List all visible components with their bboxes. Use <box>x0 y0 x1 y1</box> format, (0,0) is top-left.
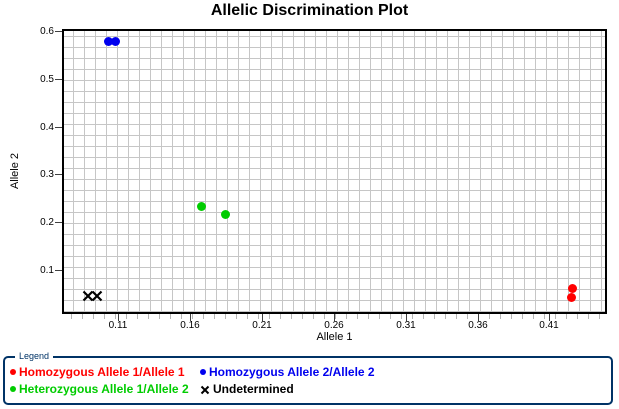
x-tick-label: 0.26 <box>324 320 344 331</box>
x-tick-label: 0.31 <box>396 320 416 331</box>
x-axis-major-tick <box>478 314 479 321</box>
x-axis-major-tick <box>549 314 550 321</box>
data-point[interactable] <box>196 202 206 212</box>
page-title: Allelic Discrimination Plot <box>210 2 409 19</box>
legend-x-marker-icon <box>200 384 210 395</box>
data-point[interactable] <box>566 293 576 303</box>
legend-item: Heterozygous Allele 1/Allele 2 <box>10 381 200 397</box>
y-axis-major-tick <box>55 174 62 175</box>
data-point[interactable] <box>103 36 113 46</box>
y-axis-major-tick <box>55 79 62 80</box>
legend-item: Homozygous Allele 1/Allele 1 <box>10 364 200 380</box>
data-point[interactable] <box>567 283 577 293</box>
y-tick-label: 0.4 <box>40 122 54 133</box>
x-tick-label: 0.21 <box>252 320 272 331</box>
x-axis-major-tick <box>262 314 263 321</box>
x-axis-title: Allele 1 <box>316 331 353 343</box>
y-tick-label: 0.2 <box>40 217 54 228</box>
x-tick-label: 0.41 <box>539 320 559 331</box>
legend-circle-marker-icon <box>10 369 16 375</box>
legend-items: Homozygous Allele 1/Allele 1 Homozygous A… <box>10 364 607 397</box>
data-point[interactable] <box>82 289 94 302</box>
x-tick-label: 0.36 <box>468 320 488 331</box>
legend-item: Undetermined <box>200 381 607 397</box>
y-tick-label: 0.3 <box>40 169 54 180</box>
x-axis-major-tick <box>406 314 407 321</box>
legend-title: Legend <box>15 351 54 362</box>
data-point[interactable] <box>110 37 120 47</box>
x-tick-label: 0.11 <box>108 320 128 331</box>
y-axis-major-tick <box>55 127 62 128</box>
data-point[interactable] <box>221 209 231 219</box>
y-tick-label: 0.6 <box>40 26 54 37</box>
y-axis-major-tick <box>55 222 62 223</box>
legend-box: Legend Homozygous Allele 1/Allele 1 Homoz… <box>3 351 613 405</box>
legend-item-label: Homozygous Allele 1/Allele 1 <box>19 365 185 379</box>
x-axis-major-tick <box>190 314 191 321</box>
y-axis-major-tick <box>55 31 62 32</box>
data-point[interactable] <box>91 289 103 302</box>
x-tick-label: 0.16 <box>180 320 200 331</box>
y-axis-title: Allele 2 <box>9 152 21 190</box>
plot-area[interactable] <box>62 29 607 314</box>
y-axis-major-tick <box>55 270 62 271</box>
x-axis-major-tick <box>334 314 335 321</box>
x-axis-major-tick <box>118 314 119 321</box>
legend-item-label: Heterozygous Allele 1/Allele 2 <box>19 382 189 396</box>
y-tick-label: 0.5 <box>40 74 54 85</box>
legend-item-label: Homozygous Allele 2/Allele 2 <box>209 365 375 379</box>
y-tick-label: 0.1 <box>40 265 54 276</box>
legend-circle-marker-icon <box>200 369 206 375</box>
legend-circle-marker-icon <box>10 386 16 392</box>
legend-item: Homozygous Allele 2/Allele 2 <box>200 364 607 380</box>
legend-item-label: Undetermined <box>213 382 294 396</box>
